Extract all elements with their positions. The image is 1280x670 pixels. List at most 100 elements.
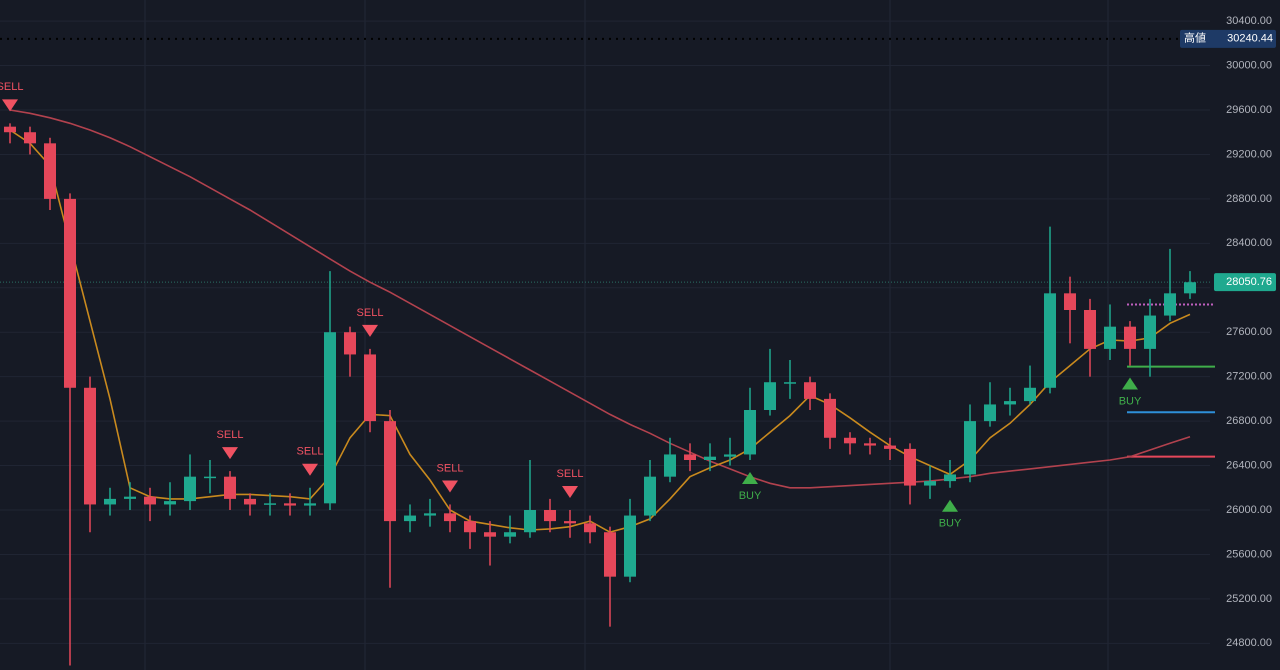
candle-body bbox=[264, 503, 276, 505]
candle-body bbox=[704, 456, 716, 460]
candle-body bbox=[944, 474, 956, 482]
candle-body bbox=[304, 503, 316, 506]
candle-body bbox=[1124, 326, 1136, 349]
signal-label: SELL bbox=[297, 446, 324, 458]
candle-body bbox=[4, 126, 16, 133]
price-axis-background bbox=[1210, 0, 1280, 670]
candle-body bbox=[284, 503, 296, 506]
candle-body bbox=[484, 532, 496, 537]
candle-body bbox=[1104, 326, 1116, 349]
candle-body bbox=[1024, 387, 1036, 402]
y-tick-label: 25600.00 bbox=[1226, 548, 1272, 560]
sell-marker bbox=[442, 480, 458, 493]
candle-body bbox=[824, 398, 836, 438]
candle-body bbox=[864, 443, 876, 446]
y-tick-label: 26400.00 bbox=[1226, 459, 1272, 471]
y-tick-label: 28400.00 bbox=[1226, 237, 1272, 249]
candle-body bbox=[204, 476, 216, 479]
candle-body bbox=[164, 501, 176, 505]
candle-body bbox=[404, 515, 416, 522]
candle-body bbox=[804, 382, 816, 399]
candle-body bbox=[764, 382, 776, 410]
candle-body bbox=[1144, 315, 1156, 349]
candle-body bbox=[904, 448, 916, 486]
candle-body bbox=[784, 382, 796, 384]
candle-body bbox=[1084, 310, 1096, 349]
candle-body bbox=[124, 496, 136, 499]
y-tick-label: 26800.00 bbox=[1226, 415, 1272, 427]
sell-marker bbox=[222, 447, 238, 460]
sell-marker bbox=[562, 486, 578, 498]
candle-body bbox=[464, 521, 476, 533]
candle-body bbox=[544, 510, 556, 522]
y-tick-label: 27200.00 bbox=[1226, 371, 1272, 383]
candle-body bbox=[144, 496, 156, 505]
candle-body bbox=[604, 532, 616, 577]
candle-body bbox=[64, 198, 76, 388]
y-tick-label: 30400.00 bbox=[1226, 15, 1272, 27]
signal-label: BUY bbox=[1119, 395, 1142, 407]
sell-marker bbox=[2, 99, 18, 112]
candle-body bbox=[424, 513, 436, 516]
y-tick-label: 28800.00 bbox=[1226, 193, 1272, 205]
candle-body bbox=[324, 332, 336, 504]
candle-body bbox=[44, 143, 56, 199]
candle-body bbox=[664, 454, 676, 477]
candle-body bbox=[244, 498, 256, 505]
y-tick-label: 29200.00 bbox=[1226, 148, 1272, 160]
sell-marker bbox=[302, 463, 318, 476]
last-price-tag bbox=[1214, 273, 1276, 292]
candle-body bbox=[344, 332, 356, 355]
candle-body bbox=[964, 421, 976, 475]
candle-body bbox=[564, 521, 576, 524]
buy-marker bbox=[742, 472, 758, 484]
candle-body bbox=[884, 445, 896, 449]
signal-label: SELL bbox=[357, 307, 384, 319]
candle-body bbox=[364, 354, 376, 422]
y-tick-label: 25200.00 bbox=[1226, 593, 1272, 605]
y-tick-label: 30000.00 bbox=[1226, 59, 1272, 71]
high-price-name: 高値 bbox=[1184, 31, 1206, 45]
candle-body bbox=[684, 454, 696, 460]
vertical-grid bbox=[144, 0, 1109, 670]
candle-body bbox=[184, 476, 196, 502]
candle-body bbox=[984, 404, 996, 422]
candle-body bbox=[844, 437, 856, 444]
signal-label: SELL bbox=[0, 81, 23, 93]
y-tick-label: 24800.00 bbox=[1226, 637, 1272, 649]
buy-marker bbox=[942, 499, 958, 512]
candle-body bbox=[1004, 401, 1016, 405]
candle-body bbox=[1184, 282, 1196, 294]
candle-body bbox=[24, 132, 36, 144]
candle-body bbox=[744, 410, 756, 455]
candle-body bbox=[524, 510, 536, 533]
candle-body bbox=[924, 481, 936, 486]
buy-marker bbox=[1122, 377, 1138, 390]
signal-label: SELL bbox=[217, 429, 244, 441]
signal-label: BUY bbox=[739, 490, 762, 502]
signal-label: SELL bbox=[437, 462, 464, 474]
sell-marker bbox=[362, 324, 378, 337]
y-tick-label: 26000.00 bbox=[1226, 504, 1272, 516]
moving-average bbox=[9, 109, 1191, 489]
y-tick-label: 27600.00 bbox=[1226, 326, 1272, 338]
candle-body bbox=[624, 515, 636, 577]
candle-body bbox=[644, 476, 656, 516]
high-price-tag bbox=[1180, 29, 1276, 48]
candle-body bbox=[1064, 293, 1076, 310]
last-price-value: 28050.76 bbox=[1226, 276, 1272, 288]
candle-body bbox=[84, 387, 96, 505]
candle-body bbox=[1044, 293, 1056, 388]
candle-body bbox=[384, 421, 396, 522]
candle-body bbox=[724, 454, 736, 457]
candle-body bbox=[444, 513, 456, 522]
candle-body bbox=[504, 532, 516, 537]
high-price-value: 30240.44 bbox=[1227, 33, 1273, 45]
signal-label: BUY bbox=[939, 518, 962, 530]
candle-body bbox=[1164, 293, 1176, 316]
candle-body bbox=[584, 523, 596, 533]
moving-average bbox=[9, 129, 1191, 534]
